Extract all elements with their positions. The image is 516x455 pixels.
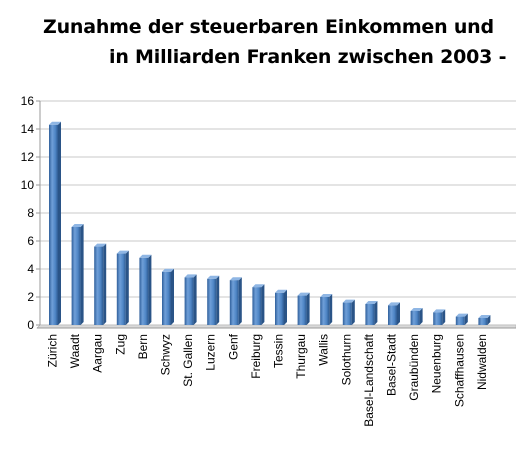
bar [94, 243, 107, 325]
x-tick-label: Waadt [68, 333, 82, 368]
x-tick-label: Nidwalden [475, 334, 489, 390]
x-tick-label: Basel-Stadt [385, 333, 399, 396]
bar [162, 268, 174, 325]
tick-labels: 0 2 4 6 8 10 12 14 16 Zürich Waadt Aargau Zug Bern Sch… [21, 94, 489, 427]
x-tick-label: Luzern [204, 334, 218, 371]
bar [184, 274, 197, 325]
y-tick-label: 4 [27, 262, 34, 276]
chart-title-line-2: in Milliarden Franken zwischen 2003 - [109, 46, 507, 68]
y-tick-label: 12 [21, 150, 35, 164]
x-tick-label: Zug [113, 334, 127, 355]
bar [342, 299, 355, 325]
bars [49, 121, 491, 325]
x-tick-label: Wallis [317, 334, 331, 366]
x-tick-label: St. Gallen [181, 334, 195, 387]
x-tick-label: Genf [226, 333, 240, 360]
chart-floor [36, 324, 516, 329]
y-tick-label: 2 [27, 290, 34, 304]
bar [478, 315, 491, 325]
x-tick-label: Zürich [46, 334, 60, 367]
bar [320, 294, 333, 325]
bar [455, 313, 468, 325]
x-tick-label: Schwyz [159, 334, 173, 375]
x-tick-label: Neuenburg [430, 334, 444, 393]
bar [388, 302, 400, 325]
y-tick-label: 0 [27, 318, 34, 332]
y-tick-label: 14 [21, 122, 35, 136]
bar [229, 277, 242, 325]
y-tick-label: 6 [27, 234, 34, 248]
bar [252, 284, 265, 325]
bar [71, 224, 84, 325]
x-tick-label: Tessin [272, 334, 286, 368]
bar [275, 289, 287, 325]
x-tick-label: Graubünden [407, 334, 421, 401]
bar [433, 309, 446, 325]
y-tick-label: 10 [21, 178, 35, 192]
x-tick-label: Solothurn [339, 334, 353, 385]
y-tick-label: 8 [27, 206, 34, 220]
x-tick-label: Basel-Landschaft [362, 333, 376, 426]
axes [36, 100, 516, 329]
bar [297, 292, 310, 325]
chart-title-line-1: Zunahme der steuerbaren Einkommen und [43, 16, 494, 38]
bar [139, 254, 152, 325]
x-tick-label: Aargau [91, 334, 105, 373]
bar [365, 301, 378, 325]
bar [116, 250, 129, 325]
bar [410, 308, 423, 325]
x-tick-label: Thurgau [294, 334, 308, 379]
y-tick-label: 16 [21, 94, 35, 108]
x-tick-label: Schaffhausen [452, 334, 466, 407]
x-tick-label: Freiburg [249, 334, 263, 379]
bar [207, 275, 220, 325]
bar [49, 121, 61, 325]
x-tick-label: Bern [136, 334, 150, 359]
